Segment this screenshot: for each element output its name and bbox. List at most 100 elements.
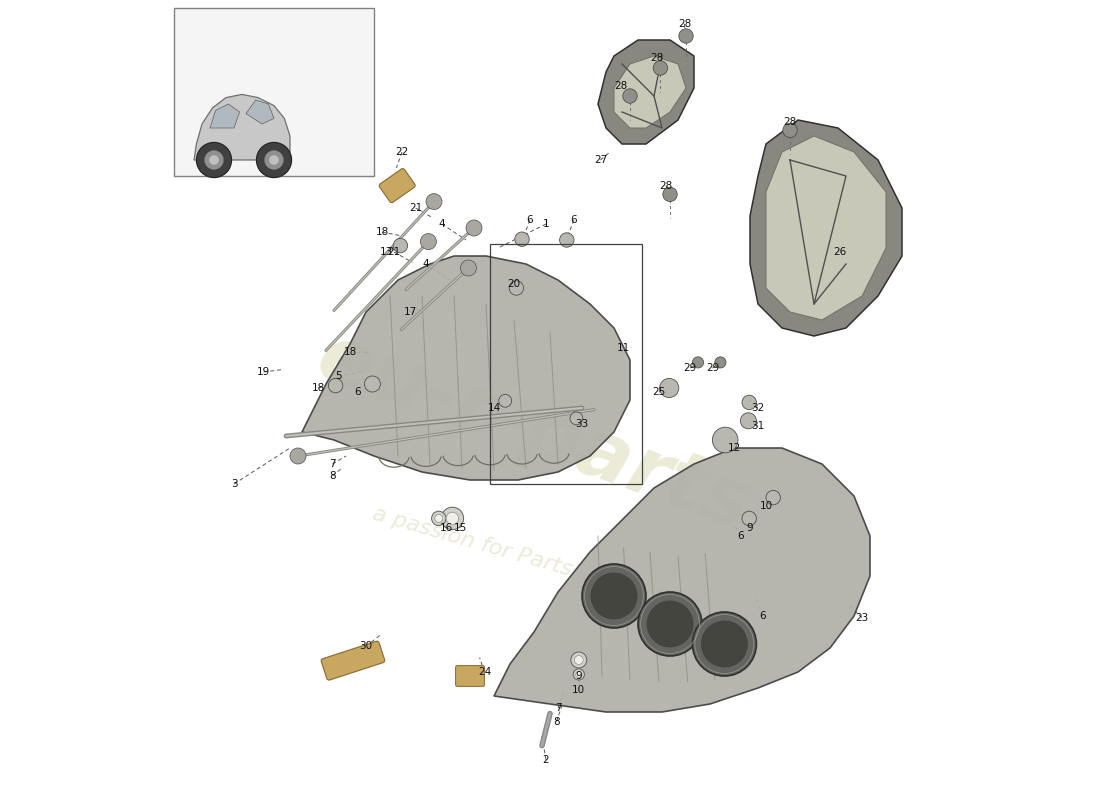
Polygon shape bbox=[194, 94, 290, 160]
Text: 12: 12 bbox=[727, 443, 740, 453]
Circle shape bbox=[591, 573, 637, 619]
Text: 13: 13 bbox=[379, 247, 393, 257]
Polygon shape bbox=[302, 256, 630, 480]
Text: 17: 17 bbox=[404, 307, 417, 317]
Circle shape bbox=[574, 656, 583, 664]
Bar bbox=[174, 8, 374, 176]
Text: 10: 10 bbox=[759, 501, 772, 510]
FancyBboxPatch shape bbox=[321, 641, 385, 680]
Text: 23: 23 bbox=[856, 613, 869, 622]
Text: 4: 4 bbox=[422, 259, 429, 269]
Polygon shape bbox=[750, 120, 902, 336]
Text: 6: 6 bbox=[354, 387, 361, 397]
Text: 10: 10 bbox=[572, 686, 585, 695]
Circle shape bbox=[393, 238, 408, 253]
Text: 9: 9 bbox=[575, 671, 582, 681]
Circle shape bbox=[509, 281, 524, 295]
Text: 7: 7 bbox=[329, 459, 336, 469]
Circle shape bbox=[466, 220, 482, 236]
Text: 5: 5 bbox=[334, 371, 341, 381]
Circle shape bbox=[740, 413, 757, 429]
Text: 21: 21 bbox=[387, 247, 400, 257]
Circle shape bbox=[426, 194, 442, 210]
Circle shape bbox=[692, 357, 704, 368]
Text: eu-r-parts: eu-r-parts bbox=[306, 318, 762, 546]
Circle shape bbox=[573, 669, 584, 680]
Polygon shape bbox=[246, 100, 274, 124]
Text: 15: 15 bbox=[454, 523, 467, 533]
Circle shape bbox=[715, 357, 726, 368]
Circle shape bbox=[742, 511, 757, 526]
Text: 25: 25 bbox=[652, 387, 666, 397]
Text: 26: 26 bbox=[833, 247, 846, 257]
FancyBboxPatch shape bbox=[379, 169, 416, 202]
Text: 1: 1 bbox=[542, 219, 549, 229]
Circle shape bbox=[692, 612, 757, 676]
Text: 18: 18 bbox=[343, 347, 356, 357]
Circle shape bbox=[461, 260, 476, 276]
Text: 6: 6 bbox=[737, 531, 744, 541]
Circle shape bbox=[582, 564, 646, 628]
Text: 21: 21 bbox=[409, 203, 422, 213]
Text: 3: 3 bbox=[231, 479, 238, 489]
Text: 11: 11 bbox=[617, 343, 630, 353]
Text: 28: 28 bbox=[614, 81, 627, 90]
Circle shape bbox=[713, 427, 738, 453]
Text: 7: 7 bbox=[554, 703, 561, 713]
Text: 2: 2 bbox=[542, 755, 549, 765]
Polygon shape bbox=[614, 56, 686, 128]
Text: 9: 9 bbox=[747, 523, 754, 533]
Text: 4: 4 bbox=[439, 219, 446, 229]
Circle shape bbox=[783, 123, 798, 138]
Circle shape bbox=[623, 89, 637, 103]
Circle shape bbox=[420, 234, 437, 250]
Circle shape bbox=[290, 448, 306, 464]
Circle shape bbox=[441, 507, 463, 530]
Circle shape bbox=[647, 601, 693, 647]
Circle shape bbox=[653, 61, 668, 75]
Polygon shape bbox=[598, 40, 694, 144]
Circle shape bbox=[571, 652, 586, 668]
Polygon shape bbox=[210, 104, 240, 128]
Text: 29: 29 bbox=[706, 363, 719, 373]
Text: 6: 6 bbox=[571, 215, 578, 225]
Text: a passion for Parts since 1985: a passion for Parts since 1985 bbox=[370, 504, 698, 616]
Circle shape bbox=[364, 376, 381, 392]
Circle shape bbox=[256, 142, 292, 178]
Text: 8: 8 bbox=[329, 471, 336, 481]
Text: 14: 14 bbox=[487, 403, 500, 413]
Circle shape bbox=[264, 150, 284, 170]
Circle shape bbox=[560, 233, 574, 247]
Circle shape bbox=[702, 621, 747, 667]
Circle shape bbox=[270, 155, 278, 165]
Circle shape bbox=[575, 671, 582, 678]
Text: 32: 32 bbox=[751, 403, 764, 413]
Circle shape bbox=[209, 155, 219, 165]
Text: 31: 31 bbox=[751, 422, 764, 431]
Circle shape bbox=[660, 378, 679, 398]
Polygon shape bbox=[766, 136, 886, 320]
Text: 28: 28 bbox=[678, 19, 691, 29]
Text: 29: 29 bbox=[683, 363, 696, 373]
Circle shape bbox=[447, 512, 459, 525]
Text: 18: 18 bbox=[375, 227, 388, 237]
Text: 19: 19 bbox=[257, 367, 271, 377]
Text: 22: 22 bbox=[395, 147, 408, 157]
Text: 28: 28 bbox=[659, 181, 672, 190]
Circle shape bbox=[638, 592, 702, 656]
Text: 8: 8 bbox=[553, 717, 560, 726]
FancyBboxPatch shape bbox=[455, 666, 484, 686]
Text: 6: 6 bbox=[527, 215, 534, 225]
Text: 27: 27 bbox=[594, 155, 607, 165]
Text: 6: 6 bbox=[759, 611, 766, 621]
Text: 16: 16 bbox=[439, 523, 452, 533]
Text: 33: 33 bbox=[575, 419, 589, 429]
Text: 28: 28 bbox=[650, 53, 663, 62]
Circle shape bbox=[431, 511, 446, 526]
Text: 30: 30 bbox=[360, 642, 373, 651]
Circle shape bbox=[679, 29, 693, 43]
Circle shape bbox=[742, 395, 757, 410]
Text: 20: 20 bbox=[507, 279, 520, 289]
Text: 18: 18 bbox=[311, 383, 324, 393]
Circle shape bbox=[498, 394, 512, 407]
